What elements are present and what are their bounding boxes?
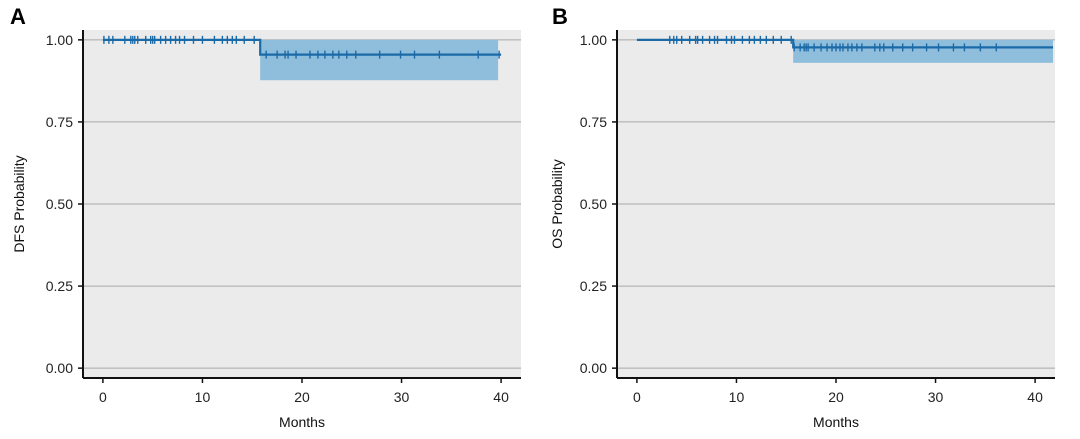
panel-a-x-axis-title: Months [279,414,325,430]
panel-a-x-tick-label: 30 [394,389,410,405]
panel-a-y-tick-label: 0.00 [46,360,73,376]
panel-b-x-tick-label: 40 [1027,389,1043,405]
panel-b-x-tick-label: 30 [928,389,944,405]
panel-b-x-axis-title: Months [813,414,859,430]
panel-b-y-tick-label: 0.75 [580,114,607,130]
panel-b-x-tick-label: 10 [729,389,745,405]
panel-a-y-tick-label: 0.50 [46,196,73,212]
panel-a-survival-line [102,38,502,56]
panel-b-y-axis-title: OS Probability [549,159,565,248]
panel-a-y-tick-label: 1.00 [46,32,73,48]
panel-b-plot: B 0.00 0.25 0.50 0.75 1.00 0 10 20 30 40 Months OS … [549,4,1055,430]
panel-b-x-tick-label: 0 [633,389,641,405]
panel-a-x-tick-label: 40 [493,389,509,405]
panel-a-ci-band [260,39,499,81]
panel-b-letter: B [552,4,568,29]
panel-b-y-tick-label: 0.50 [580,196,607,212]
panel-b-x-tick-label: 20 [828,389,844,405]
panel-b-y-tick-label: 1.00 [580,32,607,48]
panel-a-y-tick-label: 0.75 [46,114,73,130]
panel-b-ci-band [793,39,1054,63]
panel-a-letter: A [10,4,26,29]
panel-b-y-tick-label: 0.00 [580,360,607,376]
panel-a-y-axis-title: DFS Probability [11,155,27,252]
panel-a-plot: A 0.00 0.25 0.50 0.75 1.00 0 10 20 30 40 Months DFS… [10,4,521,430]
panel-a-x-tick-label: 0 [99,389,107,405]
panel-b-y-tick-label: 0.25 [580,278,607,294]
panel-a-y-tick-label: 0.25 [46,278,73,294]
panel-a-x-tick-label: 20 [294,389,310,405]
panel-a-x-tick-label: 10 [195,389,211,405]
